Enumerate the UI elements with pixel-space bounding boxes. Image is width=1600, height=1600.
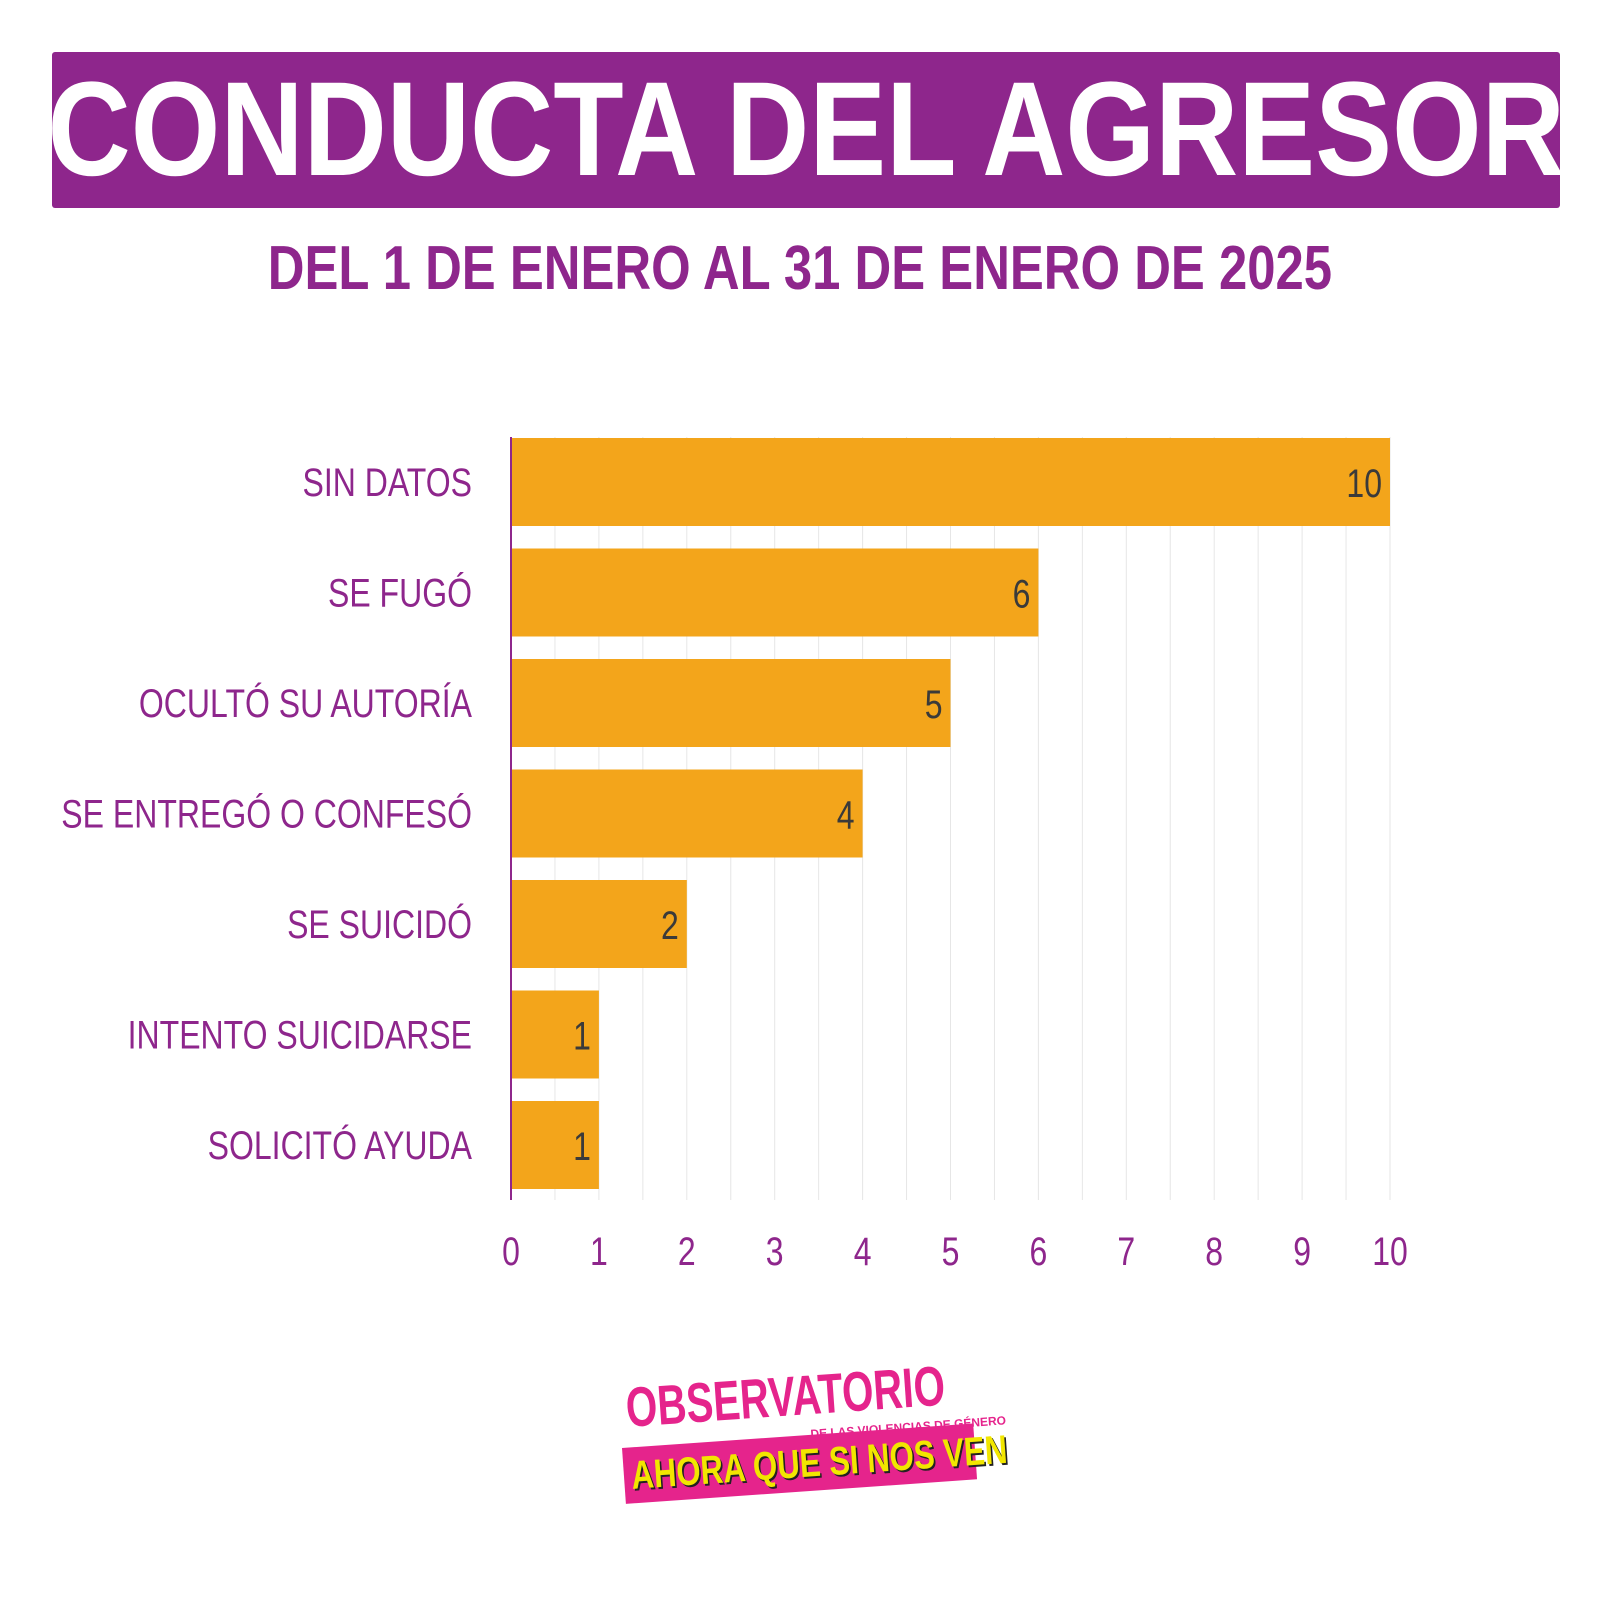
value-label: 2 — [661, 903, 679, 948]
bar — [511, 880, 687, 968]
category-label: SOLICITÓ AYUDA — [208, 1123, 473, 1168]
x-tick-label: 5 — [942, 1229, 960, 1274]
chart-subtitle: DEL 1 DE ENERO AL 31 DE ENERO DE 2025 — [0, 238, 1600, 300]
category-label: SE SUICIDÓ — [287, 902, 472, 947]
category-label: SE ENTREGÓ O CONFESÓ — [61, 791, 472, 836]
bar — [511, 659, 951, 747]
value-label: 4 — [837, 792, 855, 837]
category-label: SE FUGÓ — [328, 570, 472, 615]
bar — [511, 1101, 599, 1189]
x-tick-label: 10 — [1372, 1229, 1408, 1274]
category-label: INTENTO SUICIDARSE — [128, 1012, 472, 1057]
date-range-text: DEL 1 DE ENERO AL 31 DE ENERO DE 2025 — [267, 234, 1333, 303]
category-label: SIN DATOS — [302, 460, 472, 505]
bar — [511, 548, 1039, 637]
bar — [511, 438, 1390, 526]
category-label: OCULTÓ SU AUTORÍA — [139, 681, 473, 726]
x-tick-label: 8 — [1205, 1229, 1223, 1274]
x-tick-label: 7 — [1117, 1229, 1135, 1274]
title-banner: CONDUCTA DEL AGRESOR — [47, 52, 1565, 208]
value-label: 6 — [1013, 571, 1031, 616]
x-tick-label: 6 — [1029, 1229, 1047, 1274]
x-tick-label: 1 — [590, 1229, 608, 1274]
value-label: 5 — [925, 682, 943, 727]
x-tick-label: 0 — [502, 1229, 520, 1274]
value-label: 1 — [573, 1013, 591, 1058]
observatorio-logo: OBSERVATORIO DE LAS VIOLENCIAS DE GÉNERO… — [620, 1354, 1009, 1530]
value-label: 10 — [1346, 461, 1382, 506]
chart-title: CONDUCTA DEL AGRESOR — [47, 55, 1565, 204]
x-tick-label: 3 — [766, 1229, 784, 1274]
x-tick-label: 4 — [854, 1229, 872, 1274]
value-label: 1 — [573, 1124, 591, 1169]
bar — [511, 769, 863, 858]
bar — [511, 990, 599, 1079]
x-tick-label: 9 — [1293, 1229, 1311, 1274]
x-tick-label: 2 — [678, 1229, 696, 1274]
